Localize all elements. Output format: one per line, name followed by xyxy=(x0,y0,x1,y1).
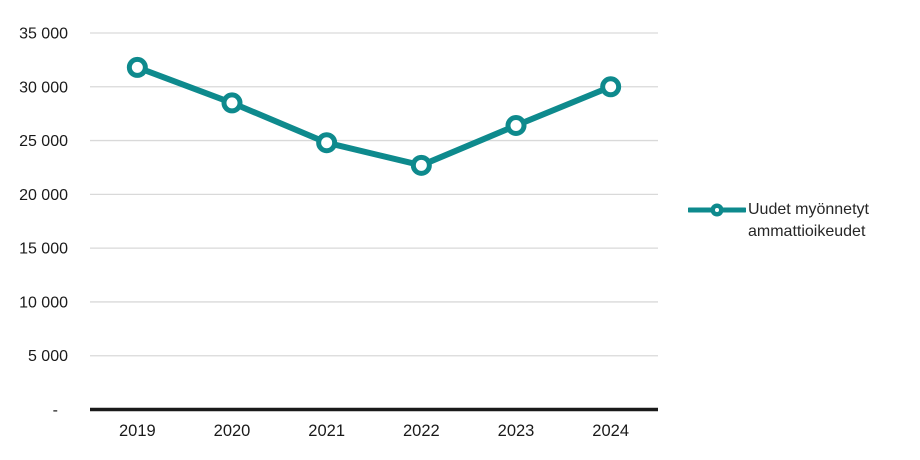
legend: Uudet myönnetyt ammattioikeudet xyxy=(686,199,898,243)
y-axis-tick-label: 35 000 xyxy=(19,26,68,43)
series-line xyxy=(134,64,614,169)
y-axis-tick-label: 20 000 xyxy=(19,187,68,204)
y-axis-tick-label: - xyxy=(53,402,58,419)
x-axis-tick-label: 2022 xyxy=(403,422,440,440)
y-axis-tick-label: 15 000 xyxy=(19,241,68,258)
data-point-marker xyxy=(505,115,527,137)
data-point-marker xyxy=(600,76,622,98)
data-point-marker xyxy=(126,56,148,78)
y-axis-tick-label: 25 000 xyxy=(19,133,68,150)
data-point-marker xyxy=(410,154,432,176)
y-axis-tick-label: 30 000 xyxy=(19,79,68,96)
x-axis-tick-label: 2024 xyxy=(592,422,629,440)
x-axis-tick-label: 2023 xyxy=(498,422,535,440)
x-axis-tick-label: 2020 xyxy=(214,422,251,440)
legend-label: Uudet myönnetyt ammattioikeudet xyxy=(748,201,869,240)
legend-line-marker-icon xyxy=(686,202,748,218)
data-point-marker xyxy=(221,92,243,114)
x-axis-tick-label: 2019 xyxy=(119,422,156,440)
x-axis-tick-label: 2021 xyxy=(308,422,345,440)
y-axis-tick-label: 5 000 xyxy=(28,348,68,365)
data-point-marker xyxy=(316,132,338,154)
y-axis-tick-label: 10 000 xyxy=(19,294,68,311)
